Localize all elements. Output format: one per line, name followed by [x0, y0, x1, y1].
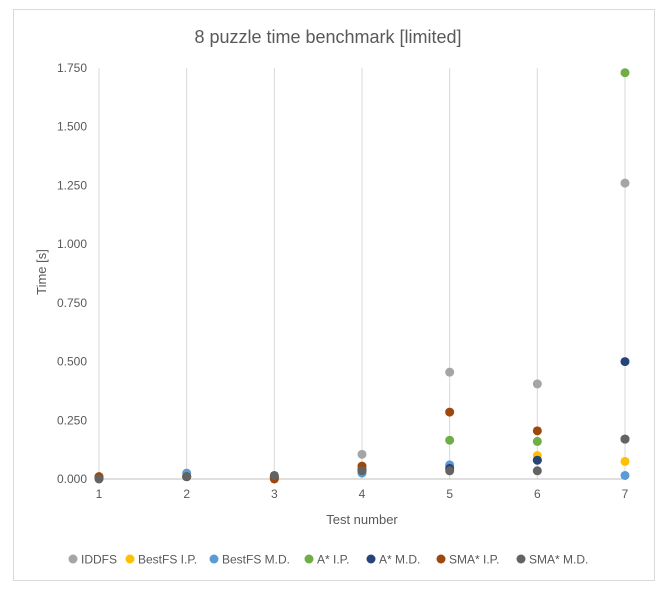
legend-label: A* M.D. [379, 553, 420, 567]
data-point [94, 474, 104, 484]
legend: IDDFS BestFS I.P. BestFS M.D. A* I.P. A* M.D… [68, 553, 588, 567]
legend-marker [68, 554, 78, 564]
legend-marker [366, 554, 376, 564]
data-point [532, 455, 542, 465]
y-axis-label: Time [s] [34, 249, 49, 295]
data-point [445, 367, 455, 377]
data-point [269, 470, 279, 480]
chart-frame [13, 9, 655, 581]
data-point [357, 466, 367, 476]
y-tick-label: 1.750 [57, 61, 87, 75]
data-point [620, 456, 630, 466]
y-tick-label: 0.000 [57, 472, 87, 486]
data-point [182, 472, 192, 482]
x-tick-label: 6 [534, 487, 541, 501]
data-point [357, 449, 367, 459]
legend-marker [209, 554, 219, 564]
legend-marker [516, 554, 526, 564]
legend-label: SMA* M.D. [529, 553, 588, 567]
y-tick-label: 1.000 [57, 237, 87, 251]
legend-marker [125, 554, 135, 564]
data-point [532, 426, 542, 436]
x-tick-label: 4 [359, 487, 366, 501]
data-point [532, 466, 542, 476]
legend-label: A* I.P. [317, 553, 349, 567]
legend-marker [436, 554, 446, 564]
data-point [532, 379, 542, 389]
legend-label: BestFS M.D. [222, 553, 290, 567]
data-point [445, 466, 455, 476]
legend-marker [304, 554, 314, 564]
y-tick-label: 0.750 [57, 296, 87, 310]
y-tick-label: 0.500 [57, 355, 87, 369]
data-point [620, 178, 630, 188]
gridlines [98, 68, 626, 480]
x-tick-label: 2 [183, 487, 190, 501]
x-axis-label: Test number [326, 512, 398, 527]
chart-title: 8 puzzle time benchmark [limited] [194, 27, 461, 47]
legend-label: BestFS I.P. [138, 553, 197, 567]
x-tick-label: 3 [271, 487, 278, 501]
data-point [445, 407, 455, 417]
axis-ticks: 1 2 3 4 5 6 7 0.000 0.250 0.500 0.750 1.000 1.250 1.5… [57, 61, 629, 501]
legend-label: IDDFS [81, 553, 117, 567]
data-point [445, 435, 455, 445]
y-tick-label: 0.250 [57, 413, 87, 427]
data-points [94, 68, 630, 484]
data-point [620, 434, 630, 444]
data-point [620, 68, 630, 78]
y-tick-label: 1.500 [57, 120, 87, 134]
y-tick-label: 1.250 [57, 178, 87, 192]
x-tick-label: 7 [622, 487, 629, 501]
x-tick-label: 1 [96, 487, 103, 501]
data-point [620, 470, 630, 480]
x-tick-label: 5 [446, 487, 453, 501]
legend-label: SMA* I.P. [449, 553, 499, 567]
data-point [532, 436, 542, 446]
data-point [620, 357, 630, 367]
